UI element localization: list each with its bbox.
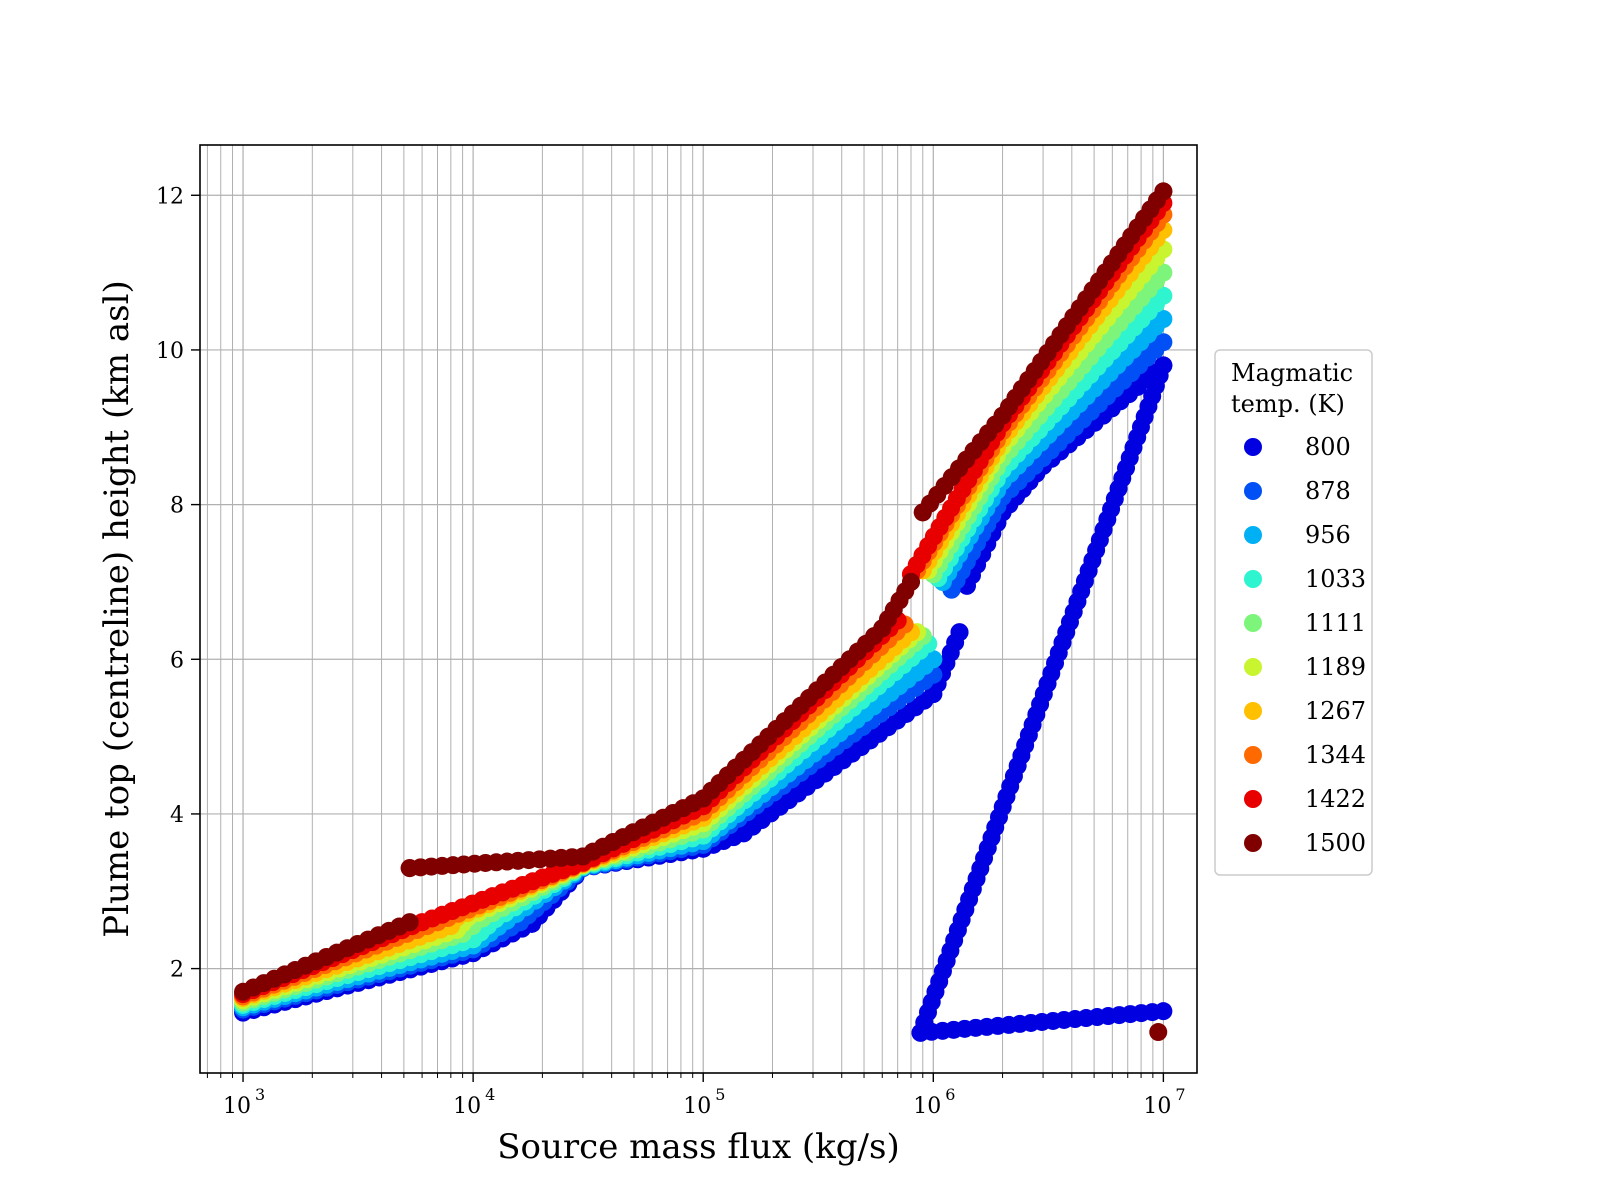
- legend-title-line-2: temp. (K): [1231, 390, 1345, 418]
- y-axis-title: Plume top (centreline) height (km asl): [97, 280, 137, 938]
- legend-label: 956: [1305, 521, 1351, 549]
- legend-label: 1344: [1305, 741, 1366, 769]
- data-point: [1149, 1023, 1168, 1042]
- legend-marker: [1244, 702, 1262, 720]
- x-tick-exponent: 6: [945, 1085, 955, 1104]
- y-tick-label: 6: [170, 648, 184, 673]
- data-point: [924, 650, 943, 669]
- legend-marker: [1244, 658, 1262, 676]
- data-point: [1154, 333, 1173, 352]
- legend-title-line-1: Magmatic: [1231, 359, 1353, 387]
- data-point: [950, 623, 969, 642]
- legend-label: 1267: [1305, 697, 1366, 725]
- legend-items: 800 878 956 1033 1111 1189 1267 1344 1422 1500: [1244, 433, 1366, 857]
- data-point: [1154, 310, 1173, 328]
- x-tick-exponent: 7: [1175, 1085, 1185, 1104]
- legend: Magmatic temp. (K) 800 878 956 1033 1111 1189…: [1214, 349, 1373, 876]
- x-tick-label: 10: [453, 1094, 481, 1119]
- legend-marker: [1244, 614, 1262, 632]
- legend-label: 800: [1305, 433, 1351, 461]
- legend-box: [1214, 349, 1373, 876]
- x-tick-label: 10: [913, 1094, 941, 1119]
- x-tick-label: 10: [1143, 1094, 1171, 1119]
- plot-frame: [199, 144, 1198, 1074]
- legend-marker: [1244, 526, 1262, 544]
- data-point: [400, 913, 419, 932]
- x-tick-label: 10: [223, 1094, 251, 1119]
- legend-marker: [1244, 438, 1262, 456]
- legend-marker: [1244, 834, 1262, 852]
- legend-marker: [1244, 790, 1262, 808]
- legend-marker: [1244, 570, 1262, 588]
- legend-label: 1500: [1305, 829, 1366, 857]
- y-tick-label: 10: [156, 339, 184, 364]
- x-tick-exponent: 3: [255, 1085, 265, 1104]
- legend-label: 878: [1305, 477, 1351, 505]
- y-tick-label: 4: [170, 803, 184, 828]
- legend-marker: [1244, 482, 1262, 500]
- axis-ticks: [191, 194, 1165, 1082]
- legend-label: 1422: [1305, 785, 1366, 813]
- x-axis-title: Source mass flux (kg/s): [497, 1127, 899, 1167]
- legend-marker: [1244, 746, 1262, 764]
- legend-label: 1111: [1305, 609, 1366, 637]
- y-tick-label: 2: [170, 958, 184, 983]
- y-tick-label: 8: [170, 494, 184, 519]
- legend-label: 1189: [1305, 653, 1366, 681]
- x-tick-exponent: 5: [715, 1085, 725, 1104]
- legend-label: 1033: [1305, 565, 1366, 593]
- scatter-points: [234, 182, 1173, 1042]
- x-tick-label: 10: [683, 1094, 711, 1119]
- grid-minor-lines: [206, 145, 1154, 1073]
- data-point: [1154, 1002, 1173, 1021]
- x-tick-exponent: 4: [485, 1085, 495, 1104]
- data-point: [1154, 286, 1173, 305]
- y-tick-label: 12: [156, 184, 184, 209]
- data-point: [1154, 182, 1173, 201]
- grid-major-lines: [200, 145, 1197, 1073]
- data-point: [901, 572, 920, 591]
- data-point: [1154, 263, 1173, 282]
